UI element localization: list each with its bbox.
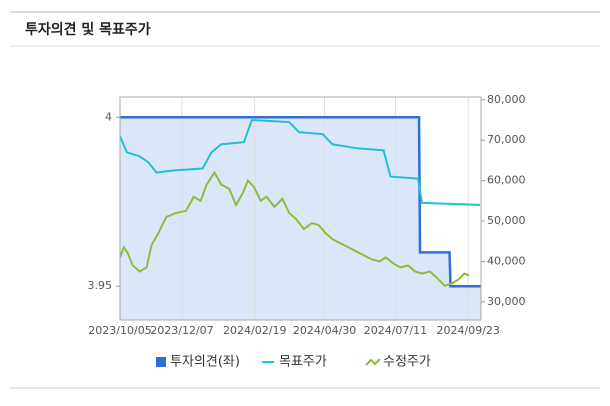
series-line — [120, 116, 481, 288]
x-tick-label: 2024/02/19 — [223, 324, 286, 337]
x-tick-label: 2023/12/07 — [150, 324, 213, 337]
y2-tick-label: 40,000 — [487, 254, 526, 267]
area — [120, 117, 481, 320]
series-line — [119, 170, 470, 287]
header-title: 투자의견 및 목표주가 — [25, 21, 151, 38]
x-tick-label: 2023/10/05 — [88, 324, 151, 337]
y2-tick-label: 50,000 — [487, 214, 526, 227]
x-tick-label: 2024/04/30 — [293, 324, 356, 337]
y2-tick-label: 30,000 — [487, 295, 526, 308]
y2-tick-label: 60,000 — [487, 174, 526, 187]
series-line — [119, 118, 481, 206]
y2-tick-label: 70,000 — [487, 133, 526, 146]
legend-label: 수정주가 — [383, 355, 431, 370]
x-tick-label: 2024/09/23 — [437, 324, 500, 337]
y-tick-label: 4 — [105, 110, 112, 123]
x-tick-label: 2024/07/11 — [364, 324, 427, 337]
legend-label: 투자의견(좌) — [170, 355, 240, 370]
legend-label: 목표주가 — [279, 355, 327, 370]
plot-border — [119, 96, 482, 321]
legend-swatch — [156, 357, 166, 367]
legend-swatch — [365, 358, 381, 366]
y2-tick-label: 80,000 — [487, 93, 526, 106]
y-tick-label: 3.95 — [88, 279, 113, 292]
